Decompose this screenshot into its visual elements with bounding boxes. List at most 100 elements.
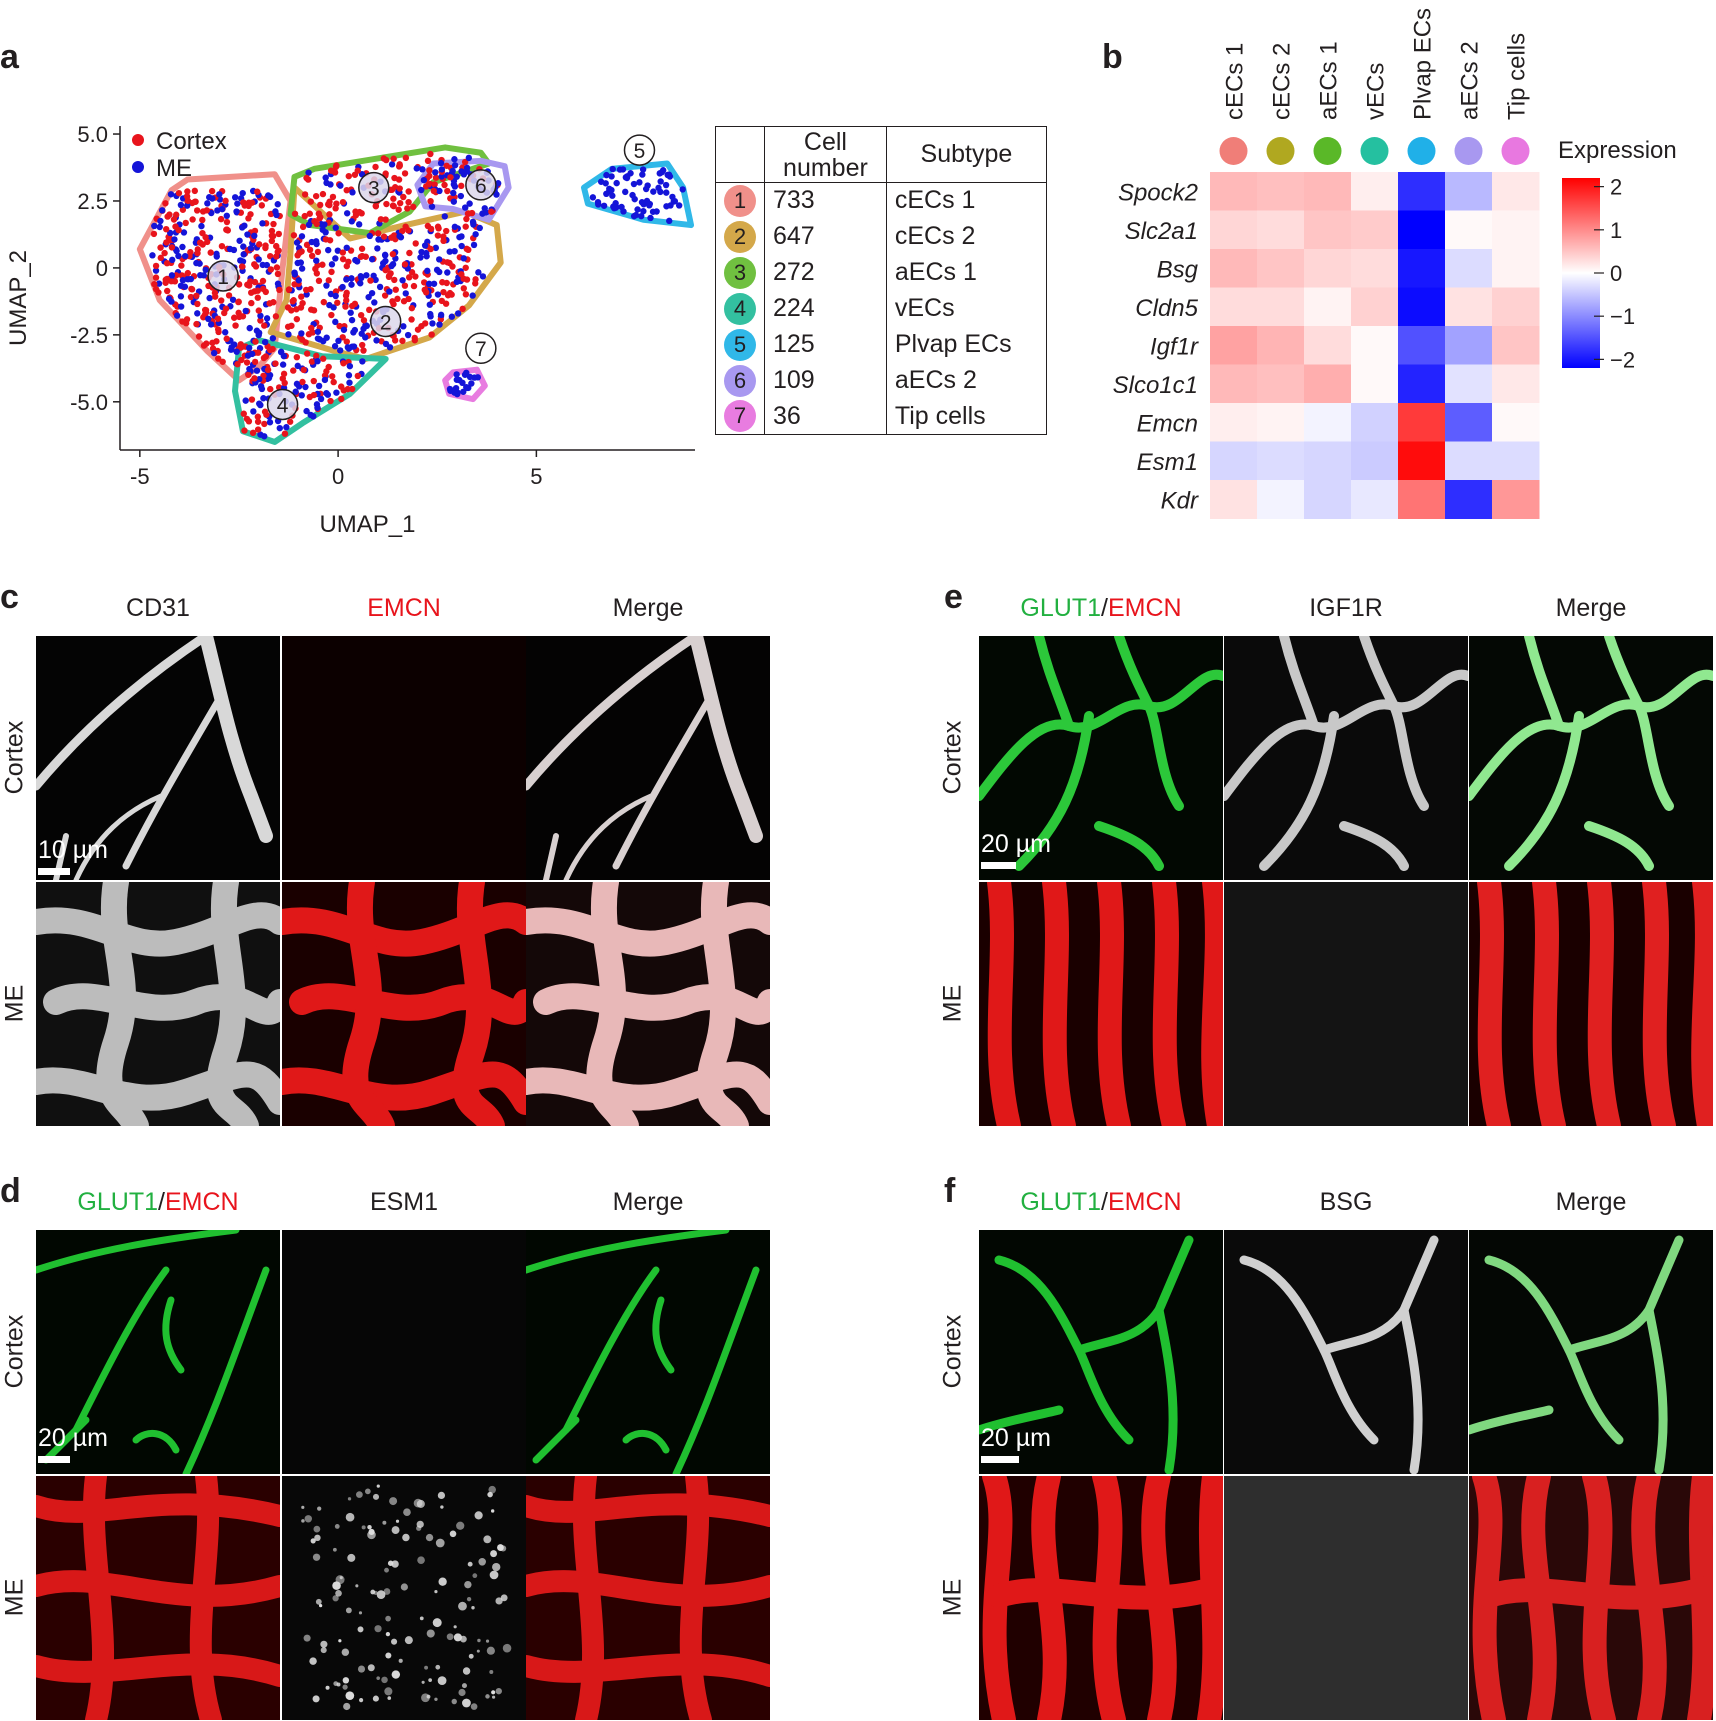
umap-point bbox=[355, 221, 363, 228]
umap-point bbox=[214, 315, 222, 322]
umap-point bbox=[290, 367, 297, 374]
umap-point bbox=[314, 328, 322, 335]
umap-point bbox=[284, 323, 292, 330]
umap-point bbox=[259, 285, 267, 293]
umap-point bbox=[183, 202, 191, 209]
umap-point bbox=[458, 168, 465, 175]
heatmap-cell bbox=[1492, 441, 1540, 481]
umap-point bbox=[380, 233, 388, 240]
umap-point bbox=[218, 242, 226, 250]
umap-point bbox=[215, 355, 222, 362]
umap-point bbox=[245, 344, 253, 352]
umap-point bbox=[208, 187, 216, 195]
esm1-cell bbox=[385, 1615, 391, 1622]
esm1-cell bbox=[485, 1639, 490, 1643]
esm1-cell bbox=[428, 1678, 433, 1682]
umap-point bbox=[458, 182, 465, 190]
d-me-glut1-emcn-image bbox=[36, 1476, 280, 1720]
cluster-marker-5 bbox=[623, 134, 656, 166]
umap-point bbox=[321, 221, 328, 228]
esm1-cell bbox=[477, 1638, 481, 1643]
esm1-cell bbox=[384, 1687, 393, 1696]
umap-point bbox=[319, 190, 327, 198]
heatmap-column-label: Tip cells bbox=[1504, 33, 1531, 120]
umap-point bbox=[462, 291, 470, 298]
esm1-cell bbox=[432, 1618, 442, 1628]
umap-point bbox=[459, 379, 466, 387]
c-header-merge: Merge bbox=[612, 594, 684, 622]
umap-point bbox=[175, 189, 183, 197]
heatmap-cell bbox=[1210, 326, 1258, 365]
umap-point bbox=[293, 353, 301, 361]
umap-point bbox=[319, 261, 326, 268]
heatmap-cell bbox=[1398, 364, 1446, 404]
umap-point bbox=[225, 292, 233, 299]
umap-point bbox=[289, 298, 296, 305]
f-cortex-merge-image bbox=[1469, 1230, 1713, 1474]
umap-point bbox=[202, 306, 210, 314]
heatmap-cell bbox=[1351, 287, 1399, 327]
umap-point bbox=[203, 207, 211, 214]
umap-point bbox=[230, 314, 238, 321]
umap-y-tick-label: -5.0 bbox=[70, 390, 108, 415]
umap-point bbox=[450, 189, 457, 197]
esm1-cell bbox=[398, 1658, 403, 1663]
umap-point bbox=[151, 280, 158, 288]
umap-point bbox=[656, 170, 663, 177]
esm1-cell bbox=[367, 1524, 372, 1530]
cluster-marker-label: 2 bbox=[380, 311, 392, 334]
esm1-cell bbox=[391, 1670, 401, 1679]
umap-point bbox=[199, 216, 206, 224]
esm1-cell bbox=[468, 1653, 474, 1659]
umap-point bbox=[242, 307, 249, 315]
esm1-cell bbox=[453, 1625, 457, 1629]
heatmap-row-label: Igf1r bbox=[1150, 333, 1199, 360]
esm1-cell bbox=[458, 1688, 466, 1697]
umap-point bbox=[396, 185, 403, 192]
c-scale-label: 10 µm bbox=[38, 836, 108, 864]
heatmap-cell bbox=[1492, 210, 1540, 250]
umap-point bbox=[229, 296, 237, 303]
umap-point bbox=[234, 360, 241, 368]
umap-point bbox=[197, 271, 204, 279]
heatmap-cell bbox=[1210, 249, 1258, 288]
umap-point bbox=[664, 171, 671, 179]
umap-point bbox=[328, 311, 335, 319]
esm1-cell bbox=[341, 1648, 350, 1656]
umap-point bbox=[339, 334, 346, 341]
umap-point bbox=[321, 376, 329, 384]
heatmap-cell bbox=[1351, 403, 1399, 442]
umap-point bbox=[374, 245, 381, 252]
esm1-cell bbox=[403, 1508, 411, 1517]
subtype-id-badge: 5 bbox=[724, 328, 756, 361]
umap-point bbox=[460, 388, 467, 395]
esm1-cell bbox=[492, 1562, 501, 1572]
esm1-cell bbox=[313, 1525, 321, 1533]
umap-y-label: UMAP_2 bbox=[5, 250, 32, 346]
umap-point bbox=[248, 199, 256, 206]
umap-point bbox=[461, 158, 469, 166]
e-scale-bar bbox=[981, 862, 1016, 869]
umap-point bbox=[242, 397, 249, 404]
umap-point bbox=[285, 286, 293, 293]
umap-point bbox=[273, 264, 281, 271]
heatmap-cell bbox=[1210, 441, 1258, 481]
umap-point bbox=[346, 362, 354, 370]
umap-point bbox=[189, 216, 196, 223]
heatmap-cell bbox=[1398, 172, 1446, 211]
heatmap-cell bbox=[1304, 172, 1352, 211]
legend-label: ME bbox=[156, 155, 192, 182]
umap-point bbox=[272, 360, 279, 367]
umap-point bbox=[291, 210, 299, 217]
umap-point bbox=[647, 214, 654, 222]
colorbar-tick-label: 0 bbox=[1610, 261, 1622, 286]
umap-point bbox=[300, 366, 307, 374]
colorbar-tick-label: −2 bbox=[1610, 347, 1635, 372]
umap-point bbox=[342, 303, 349, 310]
heatmap-cell bbox=[1445, 480, 1493, 519]
umap-point bbox=[332, 255, 339, 262]
umap-point bbox=[256, 241, 263, 248]
d-cortex-merge-image bbox=[526, 1230, 770, 1474]
umap-point bbox=[251, 278, 259, 286]
